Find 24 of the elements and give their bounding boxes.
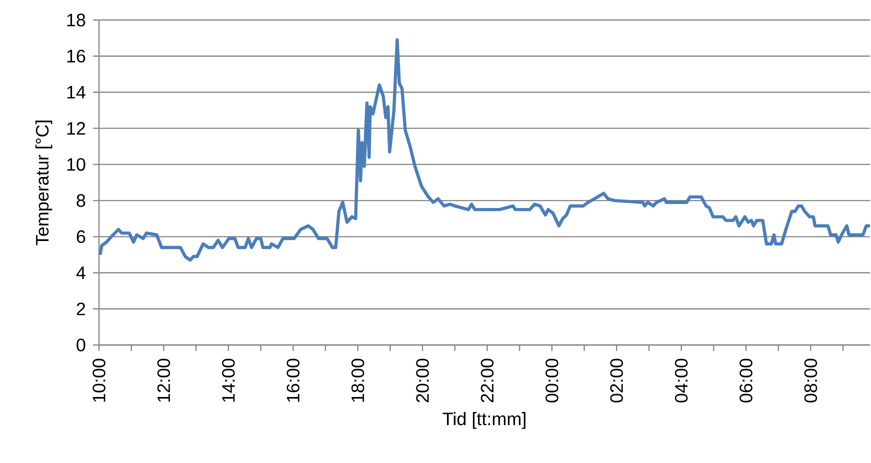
x-tick-label: 12:00 bbox=[157, 358, 170, 402]
x-tick-label: 00:00 bbox=[546, 358, 558, 402]
y-tick-label: 14 bbox=[67, 86, 86, 98]
x-tick-label: 16:00 bbox=[286, 358, 300, 402]
x-tick-label: 02:00 bbox=[610, 358, 623, 402]
x-tick-label: 04:00 bbox=[674, 358, 688, 402]
x-tick-label: 18:00 bbox=[351, 358, 364, 402]
x-tick-label: 10:00 bbox=[92, 358, 106, 402]
x-axis-title: Tid [tt:mm] bbox=[442, 412, 526, 429]
y-tick-label: 12 bbox=[67, 122, 86, 135]
y-tick-label: 6 bbox=[76, 230, 86, 244]
x-tick-label: 14:00 bbox=[222, 358, 235, 402]
y-tick-label: 2 bbox=[76, 302, 86, 316]
y-tick-label: 16 bbox=[67, 50, 86, 62]
y-tick-label: 0 bbox=[76, 338, 86, 352]
x-tick-label: 06:00 bbox=[740, 358, 752, 402]
x-tick-label: 20:00 bbox=[416, 358, 429, 402]
y-tick-label: 8 bbox=[76, 194, 86, 207]
y-tick-label: 18 bbox=[67, 14, 86, 26]
x-tick-label: 22:00 bbox=[480, 358, 494, 402]
y-axis-title: Temperatur [°C] bbox=[35, 120, 52, 246]
y-tick-label: 10 bbox=[67, 158, 86, 171]
y-tick-label: 4 bbox=[76, 266, 86, 279]
x-tick-label: 08:00 bbox=[804, 358, 818, 402]
